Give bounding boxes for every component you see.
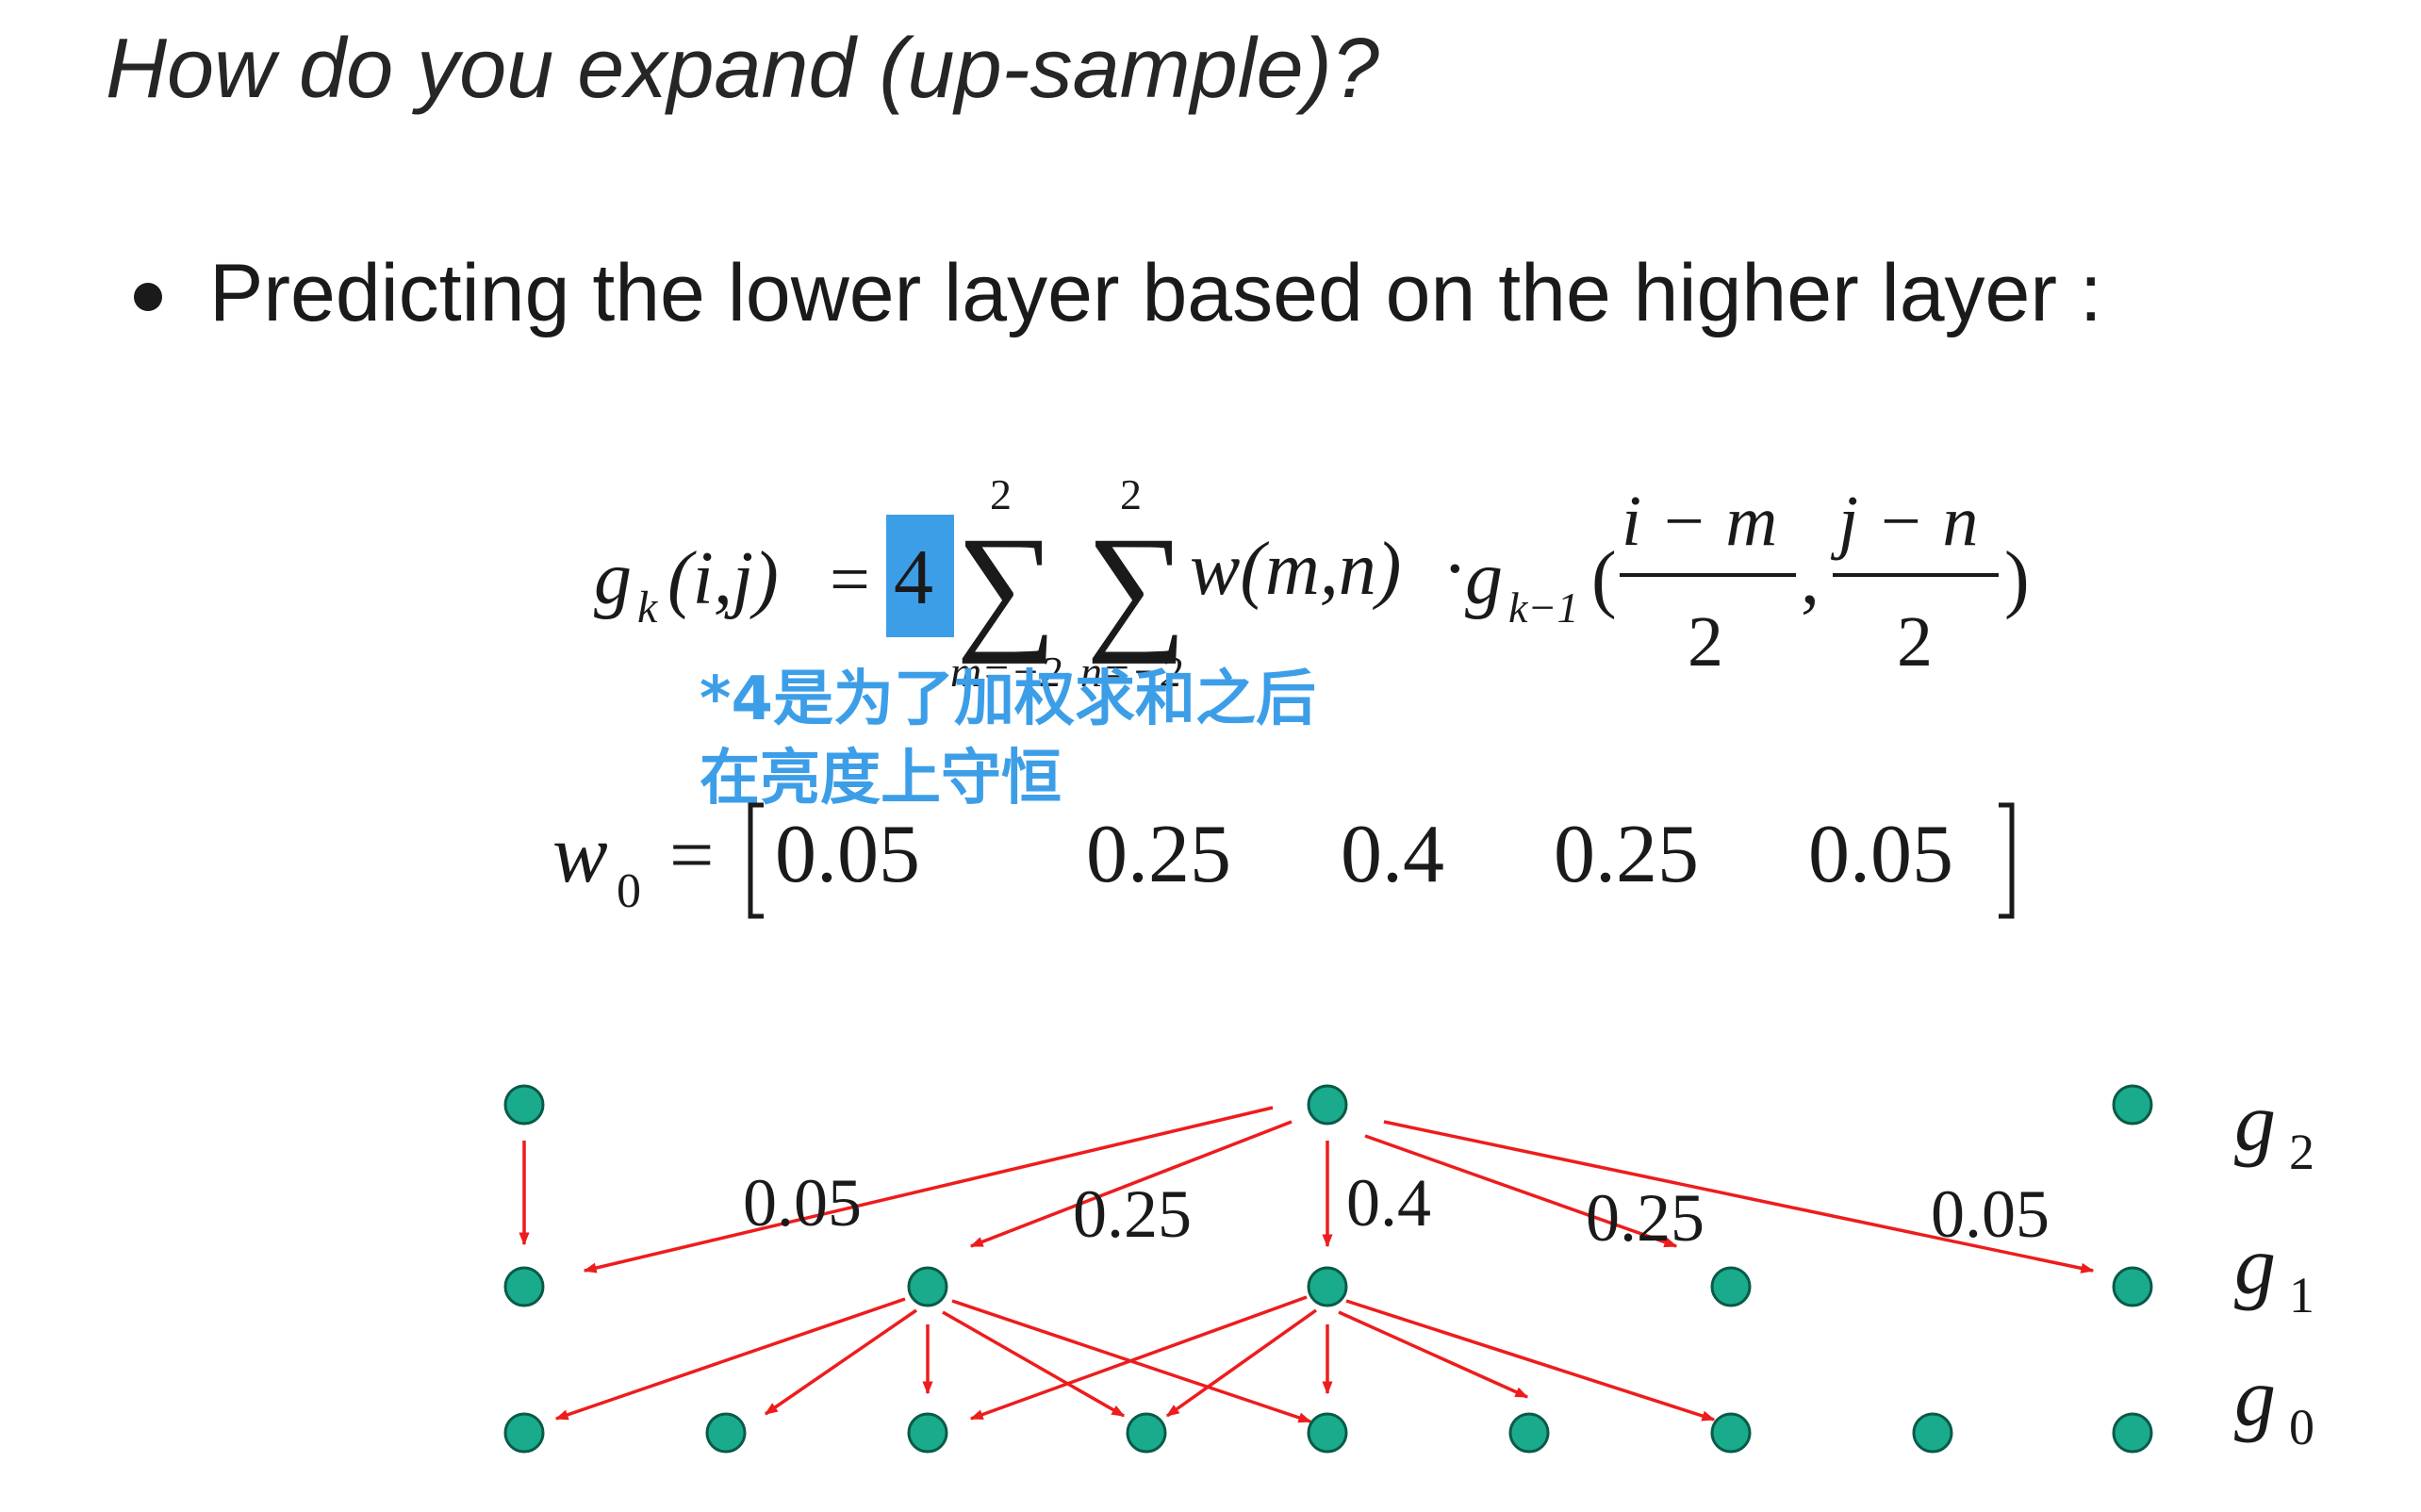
node-g0: [1307, 1412, 1348, 1454]
weight-value: 0.05: [1808, 809, 1953, 900]
sum1-symbol: ∑: [956, 508, 1057, 665]
weight-w: w: [552, 809, 608, 900]
layer-label-g0-sub: 0: [2289, 1399, 2314, 1455]
annotation-line: 在亮度上守恒: [700, 744, 1062, 814]
edge-labels: 0.05 0.25 0.4 0.25 0.05: [743, 1165, 2050, 1256]
sum1-upper: 2: [990, 470, 1012, 518]
arrow: [554, 1297, 906, 1421]
weight-value: 0.25: [1086, 809, 1231, 900]
formula-g-prev: g: [1465, 537, 1503, 620]
layer-label-g0: g: [2234, 1353, 2276, 1444]
annotation-line: *4是为了加权求和之后: [700, 665, 1316, 734]
arrow: [1165, 1308, 1318, 1418]
fraction1-denominator: 2: [1688, 602, 1723, 682]
weight-value: 0.05: [775, 809, 920, 900]
sum1-lower: m=−2: [950, 648, 1062, 696]
edge-label: 0.25: [1586, 1180, 1705, 1256]
node-g0: [907, 1412, 948, 1454]
arrow: [1364, 1134, 1678, 1248]
formula-k: k: [637, 583, 659, 633]
upsample-formula: g k (i,j) = 4 2 ∑ m=−2 2 ∑ n=−2 w(m,n) ·…: [594, 470, 2030, 696]
arrow: [1345, 1299, 1716, 1422]
node-g2: [503, 1084, 545, 1126]
edge-label: 0.05: [1931, 1176, 2050, 1252]
formula-open-paren: (: [1591, 537, 1617, 620]
arrow: [764, 1308, 917, 1416]
diagram-nodes: [503, 1084, 2153, 1454]
formula-eq: =: [830, 540, 870, 619]
node-g1: [1307, 1266, 1348, 1307]
node-g1: [907, 1266, 948, 1307]
arrow: [942, 1310, 1126, 1418]
weight-vector: w 0 = 0.05 0.25 0.4 0.25 0.05: [552, 802, 2015, 919]
annotation-note: *4是为了加权求和之后 在亮度上守恒: [700, 660, 1316, 818]
layer-label-g1: g: [2234, 1221, 2276, 1312]
layer-labels: g 2 g 1 g 0: [2234, 1077, 2314, 1455]
bullet-dot-icon: [134, 283, 162, 311]
fraction2-numerator: j − n: [1830, 482, 1978, 561]
arrow: [1383, 1120, 2095, 1274]
bullet-text: Predicting the lower layer based on the …: [209, 248, 2102, 338]
sum2-symbol: ∑: [1086, 508, 1187, 665]
node-g0: [2112, 1412, 2153, 1454]
formula-weight: w(m,n): [1190, 528, 1401, 611]
pyramid-diagram: 0.05 0.25 0.4 0.25 0.05 g: [503, 1077, 2314, 1455]
fraction2-denominator: 2: [1897, 602, 1933, 682]
node-g1: [2112, 1266, 2153, 1307]
factor-highlight: [886, 515, 954, 637]
weight-value: 0.4: [1341, 809, 1444, 900]
diagram-arrows: [519, 1106, 2095, 1423]
edge-label: 0.4: [1346, 1165, 1431, 1241]
formula-dot: ·: [1442, 528, 1468, 611]
node-g0: [1912, 1412, 1953, 1454]
formula-g: g: [594, 537, 632, 620]
node-g0: [1126, 1412, 1167, 1454]
arrow: [1338, 1310, 1529, 1399]
layer-label-g2-sub: 2: [2289, 1124, 2314, 1180]
node-g0: [1508, 1412, 1550, 1454]
right-bracket: [1999, 802, 2015, 919]
formula-args: (i,j): [667, 537, 779, 620]
weight-value: 0.25: [1554, 809, 1699, 900]
formula-close-paren: ): [2004, 537, 2030, 620]
formula-k-minus-1: k−1: [1508, 583, 1578, 632]
edge-label: 0.05: [743, 1165, 862, 1241]
node-g1: [503, 1266, 545, 1307]
node-g0: [1710, 1412, 1752, 1454]
edge-label: 0.25: [1073, 1176, 1192, 1252]
slide-title: How do you expand (up-sample)?: [106, 22, 1379, 116]
node-g2: [1307, 1084, 1348, 1126]
formula-comma: ,: [1801, 537, 1820, 620]
left-bracket: [748, 802, 764, 919]
node-g0: [503, 1412, 545, 1454]
layer-label-g2: g: [2234, 1077, 2276, 1169]
layer-label-g1-sub: 1: [2289, 1267, 2314, 1323]
arrow: [969, 1295, 1308, 1421]
arrow: [583, 1106, 1274, 1274]
fraction1-numerator: i − m: [1622, 482, 1777, 561]
sum2-upper: 2: [1120, 470, 1142, 518]
sum2-lower: n=−2: [1080, 648, 1182, 696]
weight-subscript: 0: [617, 864, 641, 918]
node-g0: [705, 1412, 747, 1454]
formula-factor: 4: [894, 534, 933, 621]
weight-eq: =: [669, 812, 714, 899]
arrow: [969, 1120, 1293, 1248]
node-g1: [1710, 1266, 1752, 1307]
node-g2: [2112, 1084, 2153, 1126]
